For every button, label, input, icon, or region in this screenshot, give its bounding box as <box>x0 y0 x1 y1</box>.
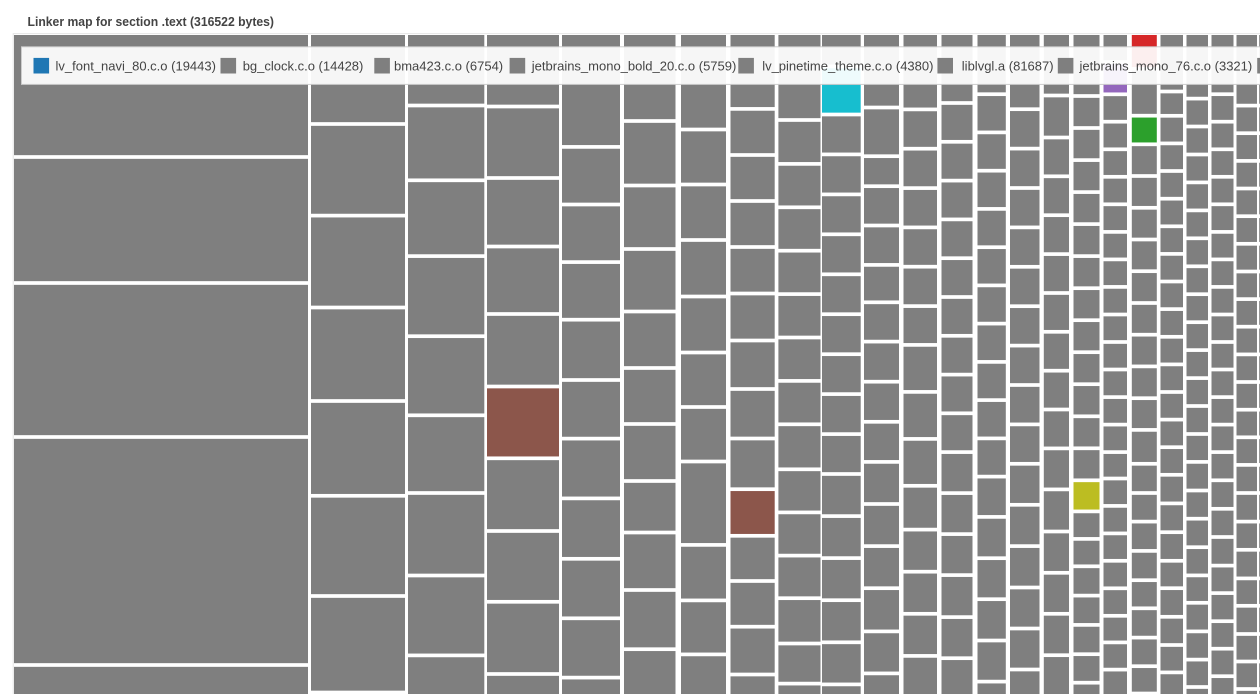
svg-text:Linker map for section .text (: Linker map for section .text (316522 byt… <box>28 15 275 29</box>
svg-text:lv_font_navi_80.c.o (19443): lv_font_navi_80.c.o (19443) <box>56 58 216 73</box>
svg-text:jetbrains_mono_76.c.o (3321): jetbrains_mono_76.c.o (3321) <box>1079 58 1253 73</box>
svg-text:bg_clock.c.o (14428): bg_clock.c.o (14428) <box>243 58 364 73</box>
svg-text:bma423.c.o (6754): bma423.c.o (6754) <box>394 58 503 73</box>
svg-text:jetbrains_mono_bold_20.c.o (57: jetbrains_mono_bold_20.c.o (5759) <box>531 58 737 73</box>
svg-text:liblvgl.a (81687): liblvgl.a (81687) <box>962 58 1054 73</box>
svg-text:lv_pinetime_theme.c.o (4380): lv_pinetime_theme.c.o (4380) <box>762 58 933 73</box>
